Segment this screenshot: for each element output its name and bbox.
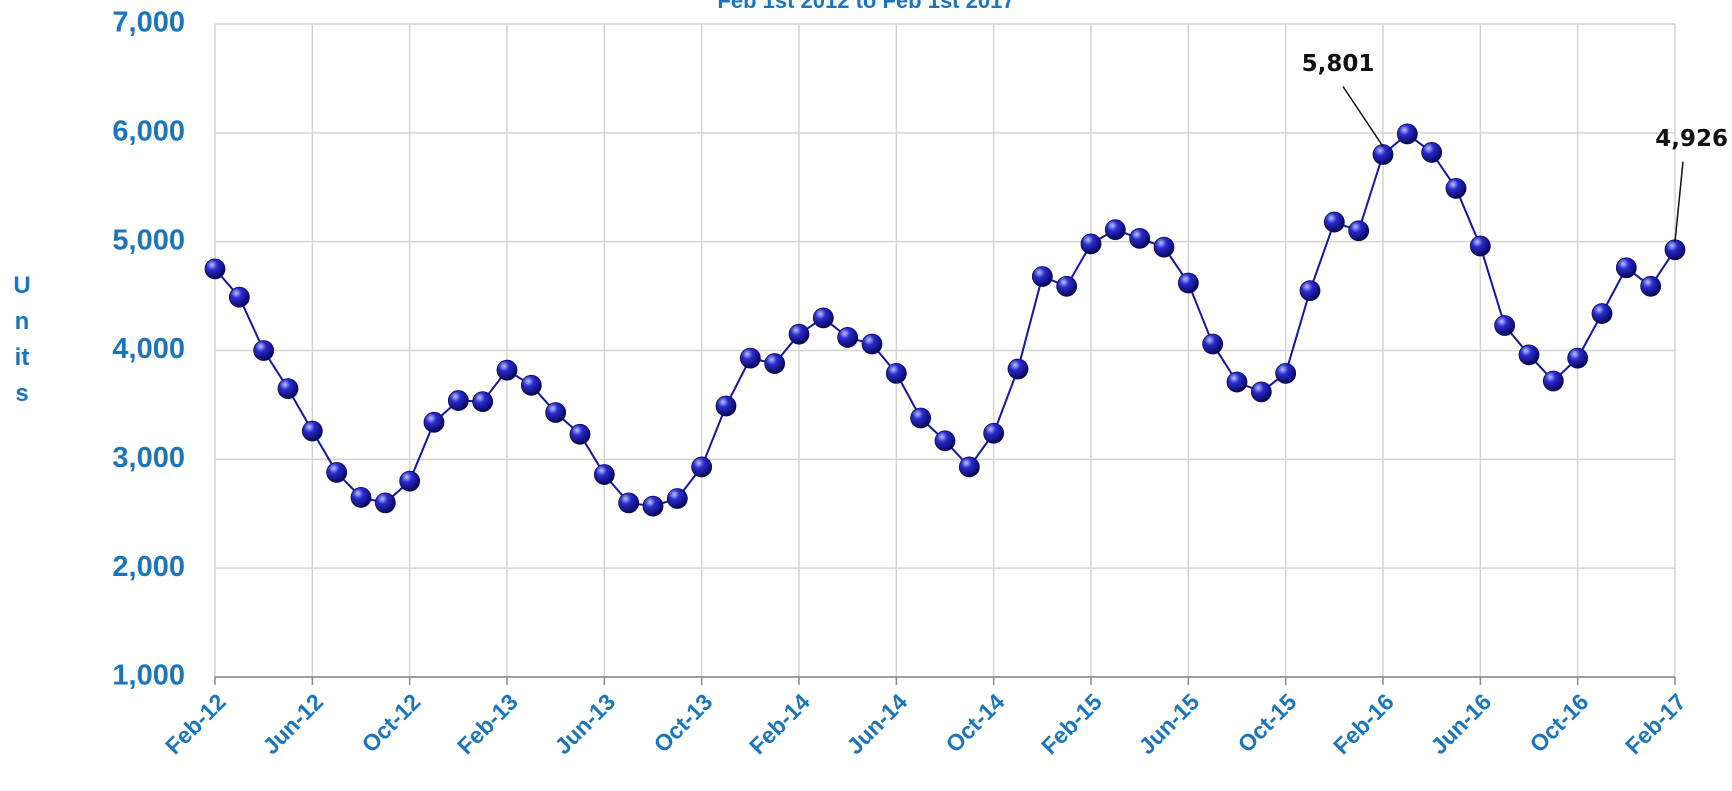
y-tick-label: 4,000 <box>112 333 185 365</box>
data-point <box>228 286 250 308</box>
annotation: 5,801 <box>1302 51 1375 77</box>
annotation-leader <box>1674 161 1684 242</box>
x-tick-label: Feb-16 <box>1328 688 1399 759</box>
data-point <box>1591 303 1613 324</box>
data-point <box>374 492 396 514</box>
x-tick-label: Feb-12 <box>160 688 231 759</box>
data-point <box>472 391 494 413</box>
y-tick-label: 7,000 <box>112 7 185 39</box>
x-tick-label: Jun-14 <box>841 688 912 759</box>
annotation-leader <box>1342 86 1384 147</box>
data-point <box>1250 381 1272 403</box>
data-point <box>910 407 932 429</box>
data-point <box>1275 362 1297 384</box>
data-point <box>447 390 469 411</box>
data-point <box>569 423 591 445</box>
data-point <box>1469 235 1491 257</box>
data-point <box>934 430 956 452</box>
data-point <box>1031 266 1053 287</box>
x-tick-label: Jun-16 <box>1425 688 1496 759</box>
y-axis-label: Units <box>13 272 31 407</box>
data-point <box>301 420 323 442</box>
data-point <box>1056 275 1078 297</box>
data-point <box>618 492 640 514</box>
y-tick-label: 3,000 <box>112 442 185 474</box>
data-point <box>1372 144 1394 165</box>
data-point <box>1542 370 1564 392</box>
y-tick-label: 2,000 <box>112 551 185 583</box>
data-point <box>837 327 859 348</box>
x-tick-label: Oct-13 <box>648 688 717 757</box>
data-point <box>885 362 907 384</box>
data-point <box>1153 236 1175 258</box>
data-point <box>715 395 737 417</box>
data-point <box>1640 275 1662 297</box>
data-point <box>253 340 275 361</box>
x-tick-label: Feb-14 <box>744 688 815 759</box>
data-point <box>1396 123 1418 145</box>
data-point <box>1080 233 1102 255</box>
y-tick-label: 6,000 <box>112 115 185 147</box>
x-tick-label: Oct-15 <box>1232 688 1301 757</box>
data-point <box>788 323 810 345</box>
data-point <box>1494 315 1516 336</box>
data-point <box>1348 220 1370 242</box>
data-point <box>1177 272 1199 294</box>
data-point <box>861 333 883 355</box>
data-point <box>812 307 834 329</box>
data-point <box>496 359 518 381</box>
data-point <box>642 495 664 517</box>
data-point <box>1104 219 1126 241</box>
data-point <box>1299 280 1321 302</box>
x-tick-label: Feb-15 <box>1036 688 1107 759</box>
x-tick-label: Oct-12 <box>356 688 425 757</box>
data-point <box>1129 228 1151 249</box>
data-point <box>1421 142 1443 163</box>
chart-title: Feb 1st 2012 to Feb 1st 2017 <box>717 0 1014 13</box>
data-point <box>1202 333 1224 355</box>
data-point <box>739 347 761 369</box>
data-point <box>1567 347 1589 369</box>
data-point <box>204 258 226 280</box>
x-tick-label: Jun-12 <box>257 688 328 759</box>
data-point <box>666 488 688 509</box>
data-point <box>958 456 980 478</box>
annotation: 4,926 <box>1655 126 1728 152</box>
data-point <box>1518 344 1540 366</box>
data-point <box>277 378 299 399</box>
data-point <box>983 422 1005 444</box>
x-tick-label: Jun-13 <box>549 688 620 759</box>
data-point <box>764 353 786 374</box>
x-tick-label: Feb-17 <box>1620 688 1691 759</box>
data-point <box>423 411 445 433</box>
data-point <box>1226 371 1248 393</box>
data-point <box>545 402 567 423</box>
data-point <box>1445 177 1467 199</box>
data-point <box>1323 211 1345 233</box>
data-point <box>520 374 542 396</box>
data-point <box>1664 239 1686 261</box>
data-point <box>1615 257 1637 279</box>
data-point <box>326 461 348 483</box>
y-tick-label: 5,000 <box>112 224 185 256</box>
x-tick-label: Jun-15 <box>1133 688 1204 759</box>
data-point <box>350 487 372 508</box>
data-point <box>691 456 713 478</box>
x-tick-label: Oct-16 <box>1524 688 1593 757</box>
y-tick-label: 1,000 <box>112 660 185 692</box>
x-tick-label: Feb-13 <box>452 688 523 759</box>
x-tick-label: Oct-14 <box>940 688 1009 757</box>
data-point <box>399 470 421 492</box>
data-point <box>593 464 615 485</box>
data-point <box>1007 358 1029 380</box>
